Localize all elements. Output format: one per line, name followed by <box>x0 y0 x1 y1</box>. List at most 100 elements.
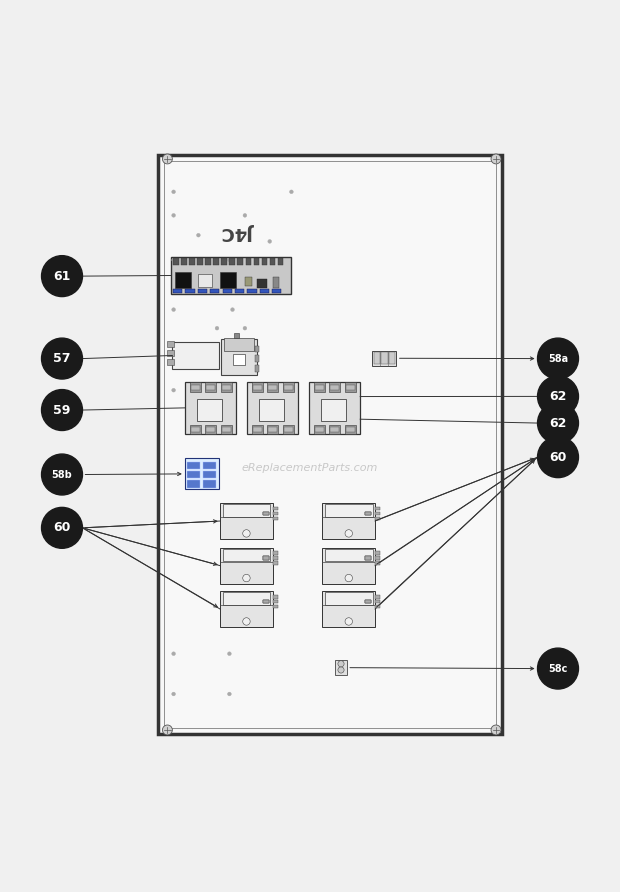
Bar <box>220 548 273 583</box>
Bar <box>205 258 211 265</box>
Circle shape <box>231 308 234 311</box>
Bar <box>253 384 262 390</box>
Bar <box>375 551 380 555</box>
Bar <box>255 366 259 372</box>
Bar <box>221 382 232 392</box>
Bar <box>255 345 259 351</box>
Bar <box>268 384 277 390</box>
Bar <box>175 272 191 288</box>
Bar <box>365 512 371 516</box>
Bar <box>283 382 294 392</box>
Bar <box>167 350 174 356</box>
Circle shape <box>538 402 578 443</box>
Bar <box>372 351 396 366</box>
Bar <box>365 599 371 604</box>
Circle shape <box>228 258 231 262</box>
Bar <box>273 551 278 555</box>
Text: 60: 60 <box>549 450 567 464</box>
Bar <box>330 384 339 390</box>
Bar <box>221 425 232 434</box>
Bar <box>221 258 227 265</box>
Bar <box>246 258 251 265</box>
Circle shape <box>42 256 82 296</box>
Bar <box>321 399 346 421</box>
Bar <box>267 425 278 434</box>
Bar <box>325 592 373 605</box>
Bar <box>245 277 252 286</box>
Bar <box>365 557 371 560</box>
Bar <box>223 592 270 605</box>
Circle shape <box>538 437 578 477</box>
Circle shape <box>538 376 578 417</box>
Bar <box>191 384 200 390</box>
Bar <box>263 557 269 560</box>
Bar <box>263 599 269 604</box>
Bar <box>314 382 325 392</box>
Bar <box>273 561 278 565</box>
Bar <box>375 516 380 520</box>
Bar <box>164 161 496 728</box>
Bar <box>257 278 267 288</box>
Bar <box>203 471 216 478</box>
Bar <box>329 425 340 434</box>
Circle shape <box>491 154 501 164</box>
Bar <box>263 599 269 604</box>
Bar <box>365 557 371 560</box>
Bar <box>220 503 273 539</box>
Circle shape <box>243 213 247 218</box>
Bar <box>273 512 278 516</box>
Bar <box>273 599 278 604</box>
Bar <box>365 512 371 516</box>
Bar <box>315 426 324 432</box>
Bar <box>273 557 278 560</box>
Bar <box>272 288 281 293</box>
Circle shape <box>172 388 175 392</box>
Bar <box>314 425 325 434</box>
Circle shape <box>42 390 82 431</box>
Bar <box>190 382 201 392</box>
Bar <box>247 382 298 434</box>
Text: 58a: 58a <box>548 353 568 364</box>
Circle shape <box>42 338 82 379</box>
Circle shape <box>228 652 231 656</box>
Bar <box>235 288 244 293</box>
Bar <box>262 258 267 265</box>
Bar <box>260 288 269 293</box>
Bar <box>187 461 200 469</box>
Bar <box>375 595 380 599</box>
Circle shape <box>538 648 578 689</box>
Bar <box>252 382 263 392</box>
Bar <box>252 425 263 434</box>
Bar <box>273 516 278 520</box>
Bar <box>203 480 216 488</box>
Bar <box>220 591 273 627</box>
Bar <box>189 258 195 265</box>
Text: J4C: J4C <box>223 223 255 241</box>
Bar <box>283 425 294 434</box>
Bar <box>322 548 375 583</box>
Bar <box>325 549 373 561</box>
Bar <box>375 605 380 608</box>
Circle shape <box>491 725 501 735</box>
Bar <box>198 274 212 286</box>
Bar <box>247 288 257 293</box>
Bar <box>173 258 179 265</box>
Bar <box>185 288 195 293</box>
Circle shape <box>538 338 578 379</box>
Bar <box>185 382 236 434</box>
Bar <box>365 599 371 604</box>
Circle shape <box>172 190 175 194</box>
Bar <box>220 272 236 288</box>
Bar <box>335 660 347 675</box>
Bar <box>284 384 293 390</box>
Bar <box>255 356 259 361</box>
Bar <box>284 426 293 432</box>
Bar <box>223 504 270 516</box>
Circle shape <box>338 667 344 673</box>
Bar <box>229 258 235 265</box>
Bar <box>205 382 216 392</box>
Bar <box>278 258 283 265</box>
Bar <box>254 258 259 265</box>
Circle shape <box>162 725 172 735</box>
Bar <box>270 258 275 265</box>
